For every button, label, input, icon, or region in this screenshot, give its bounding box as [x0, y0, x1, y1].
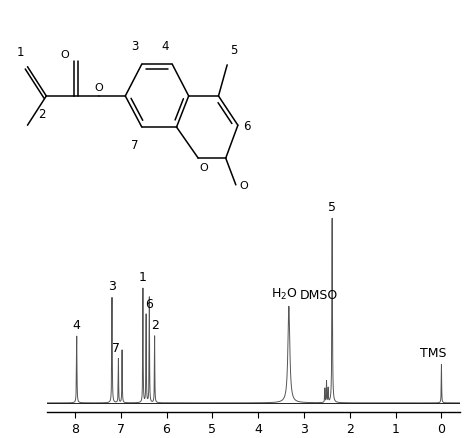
Text: 7: 7 — [131, 139, 138, 152]
Text: O: O — [61, 50, 70, 60]
Text: 1: 1 — [17, 46, 25, 58]
Text: O: O — [200, 162, 209, 173]
Text: 2: 2 — [38, 108, 46, 120]
Text: TMS: TMS — [420, 346, 447, 359]
Text: 2: 2 — [151, 318, 159, 331]
Text: O: O — [94, 82, 103, 92]
Text: 1: 1 — [139, 271, 147, 284]
Text: 4: 4 — [73, 318, 81, 331]
Text: O: O — [239, 180, 248, 191]
Text: 6: 6 — [146, 297, 153, 310]
Text: DMSO: DMSO — [300, 288, 338, 301]
Text: 3: 3 — [131, 40, 138, 53]
Text: 5: 5 — [328, 201, 336, 214]
Text: 3: 3 — [108, 279, 116, 293]
Text: 7: 7 — [112, 341, 120, 354]
Text: 5: 5 — [230, 44, 237, 57]
Text: H$_2$O: H$_2$O — [272, 286, 298, 301]
Text: 4: 4 — [162, 40, 169, 53]
Text: 6: 6 — [243, 120, 251, 132]
